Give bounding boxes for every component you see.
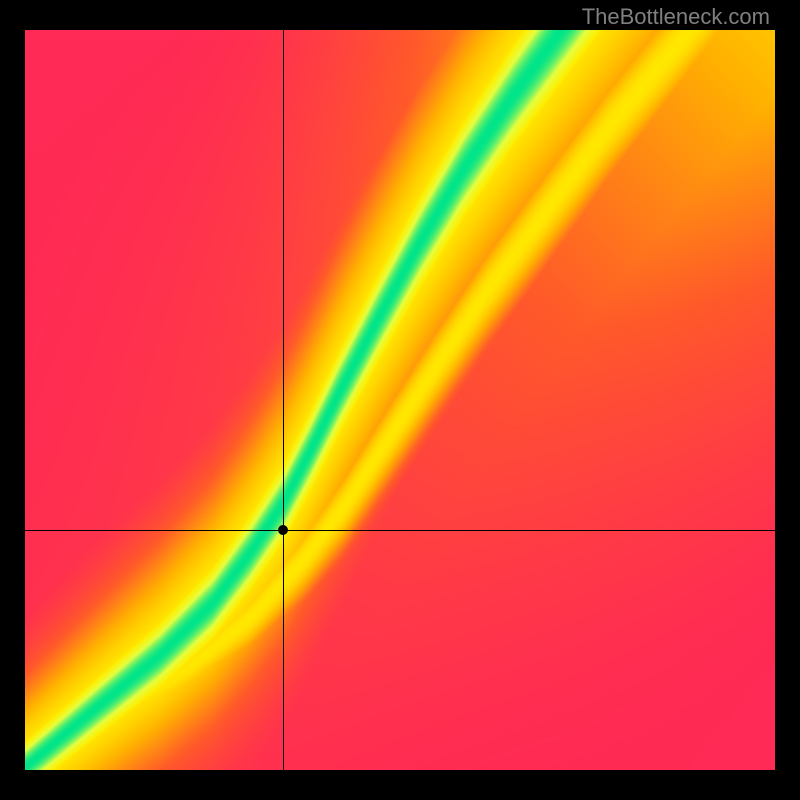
watermark-label: TheBottleneck.com bbox=[582, 4, 770, 30]
crosshair-horizontal bbox=[25, 530, 775, 531]
bottleneck-heatmap bbox=[25, 30, 775, 770]
crosshair-marker bbox=[278, 525, 288, 535]
crosshair-vertical bbox=[283, 30, 284, 770]
